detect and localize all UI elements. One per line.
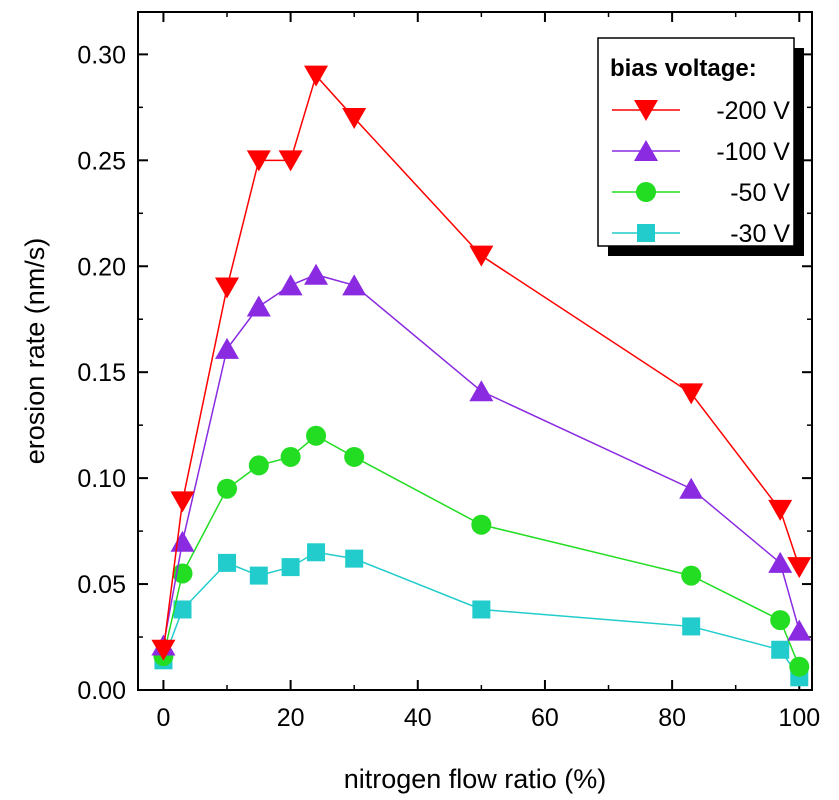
y-tick-label: 0.30 xyxy=(77,41,126,69)
data-point xyxy=(472,600,491,619)
data-point xyxy=(469,245,494,267)
data-point xyxy=(770,610,791,631)
data-point xyxy=(170,530,195,552)
series-50VV xyxy=(153,425,810,677)
series-100VV xyxy=(151,263,812,656)
data-point xyxy=(682,617,701,636)
legend: bias voltage: -200 V -100 V -50 V -30 V xyxy=(597,37,804,256)
x-axis-title: nitrogen flow ratio (%) xyxy=(344,764,607,794)
data-point xyxy=(218,553,237,572)
y-tick-label: 0.25 xyxy=(77,147,126,175)
data-point xyxy=(345,549,364,568)
data-point xyxy=(246,150,271,172)
data-point xyxy=(280,446,301,467)
legend-marker xyxy=(634,140,658,161)
legend-box xyxy=(597,37,795,247)
data-point xyxy=(281,558,300,577)
y-tick-label: 0.20 xyxy=(77,253,126,281)
data-point xyxy=(170,491,195,513)
y-tick-label: 0.10 xyxy=(77,465,126,493)
y-tick-label: 0.00 xyxy=(77,677,126,705)
data-point xyxy=(342,274,367,296)
data-point xyxy=(344,446,365,467)
x-tick-label: 100 xyxy=(778,704,820,732)
series-200VV xyxy=(151,65,812,661)
data-point xyxy=(787,557,812,579)
data-point xyxy=(151,639,176,661)
x-tick-label: 80 xyxy=(658,704,686,732)
data-point xyxy=(787,619,812,641)
series-30VV xyxy=(154,543,809,687)
legend-label: -50 V xyxy=(730,179,790,207)
data-point xyxy=(304,263,329,285)
data-point xyxy=(469,380,494,402)
data-point xyxy=(768,551,793,573)
data-point xyxy=(173,600,192,619)
data-point xyxy=(304,65,329,87)
y-axis-title: erosion rate (nm/s) xyxy=(20,238,50,465)
legend-label: -100 V xyxy=(716,138,790,166)
axes: 0 20 40 60 80 100 0.00 0.05 0.10 0.15 0.20 0.25 0.30 xyxy=(77,11,820,732)
data-point xyxy=(342,107,367,129)
data-point xyxy=(249,566,268,585)
legend-marker xyxy=(636,182,656,202)
x-tick-label: 40 xyxy=(404,704,432,732)
data-point xyxy=(248,455,269,476)
plot-frame xyxy=(137,11,813,691)
x-tick-label: 0 xyxy=(156,704,170,732)
legend-label: -200 V xyxy=(716,97,790,125)
data-point xyxy=(215,277,240,299)
data-point xyxy=(307,543,326,562)
series-group xyxy=(151,65,812,687)
data-point xyxy=(215,337,240,359)
legend-title: bias voltage: xyxy=(610,55,757,82)
x-tick-label: 20 xyxy=(277,704,305,732)
data-point xyxy=(771,640,790,659)
y-tick-label: 0.15 xyxy=(77,359,126,387)
data-point xyxy=(768,499,793,521)
legend-label: -30 V xyxy=(730,220,790,248)
data-point xyxy=(679,477,704,499)
data-point xyxy=(679,383,704,405)
x-tick-label: 60 xyxy=(531,704,559,732)
data-point xyxy=(217,478,238,499)
data-point xyxy=(471,514,492,535)
data-point xyxy=(306,425,327,446)
legend-marker xyxy=(637,224,655,242)
legend-marker xyxy=(634,100,658,121)
data-point xyxy=(278,150,303,172)
data-point xyxy=(681,565,702,586)
data-point xyxy=(246,295,271,317)
y-tick-label: 0.05 xyxy=(77,571,126,599)
data-point xyxy=(278,274,303,296)
data-point xyxy=(789,656,810,677)
